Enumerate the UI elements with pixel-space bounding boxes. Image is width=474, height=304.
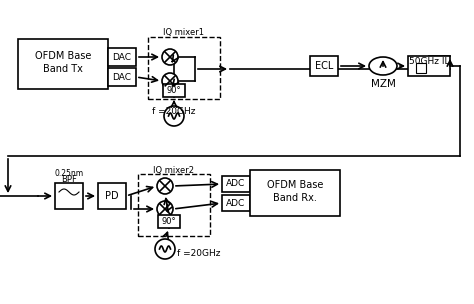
FancyBboxPatch shape [310, 56, 338, 76]
Circle shape [162, 49, 178, 65]
Text: Band Rx.: Band Rx. [273, 193, 317, 203]
Text: 50GHz IL: 50GHz IL [409, 57, 449, 67]
Text: IQ mixer1: IQ mixer1 [164, 29, 204, 37]
FancyBboxPatch shape [108, 48, 136, 66]
Text: 90°: 90° [162, 217, 176, 226]
Text: f =20GHz: f =20GHz [177, 248, 220, 257]
Text: 90°: 90° [167, 86, 182, 95]
Text: ADC: ADC [227, 179, 246, 188]
Text: OFDM Base: OFDM Base [35, 51, 91, 61]
FancyBboxPatch shape [108, 68, 136, 86]
Circle shape [162, 73, 178, 89]
Text: DAC: DAC [112, 53, 131, 61]
FancyBboxPatch shape [18, 39, 108, 89]
Ellipse shape [369, 57, 397, 75]
FancyBboxPatch shape [163, 84, 185, 97]
Text: ECL: ECL [315, 61, 333, 71]
FancyBboxPatch shape [98, 183, 126, 209]
Text: IQ mixer2: IQ mixer2 [154, 165, 194, 174]
Text: PD: PD [105, 191, 119, 201]
Text: BPF: BPF [61, 174, 77, 184]
Text: DAC: DAC [112, 72, 131, 81]
FancyBboxPatch shape [222, 176, 250, 192]
Text: 0.25nm: 0.25nm [55, 168, 83, 178]
Text: MZM: MZM [371, 79, 395, 89]
Text: ADC: ADC [227, 199, 246, 208]
FancyBboxPatch shape [222, 195, 250, 211]
Circle shape [164, 106, 184, 126]
FancyBboxPatch shape [416, 63, 426, 73]
Text: f =20GHz: f =20GHz [152, 108, 195, 116]
Text: OFDM Base: OFDM Base [267, 180, 323, 190]
FancyBboxPatch shape [250, 170, 340, 216]
Circle shape [155, 239, 175, 259]
Text: Band Tx: Band Tx [43, 64, 83, 74]
FancyBboxPatch shape [408, 56, 450, 76]
Circle shape [157, 178, 173, 194]
FancyBboxPatch shape [158, 215, 180, 228]
FancyBboxPatch shape [55, 183, 83, 209]
Circle shape [157, 201, 173, 217]
